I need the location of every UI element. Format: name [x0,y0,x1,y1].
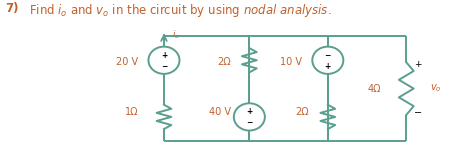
Ellipse shape [312,47,343,74]
Text: +: + [414,60,422,69]
Text: 7): 7) [6,2,19,15]
Text: $i_o$: $i_o$ [172,28,180,41]
Text: −: − [246,119,252,128]
Text: $v_o$: $v_o$ [430,83,442,95]
Text: +: + [325,62,331,71]
Text: Find $i_o$ and $v_o$ in the circuit by using $\mathit{nodal\ analysis}$.: Find $i_o$ and $v_o$ in the circuit by u… [29,2,332,19]
Ellipse shape [148,47,179,74]
Text: −: − [325,51,331,60]
Text: 2Ω: 2Ω [296,107,309,117]
Text: 20 V: 20 V [116,57,138,67]
Text: −: − [414,108,422,118]
Text: 10 V: 10 V [280,57,302,67]
Text: 1Ω: 1Ω [125,107,138,117]
Text: +: + [246,107,252,116]
Text: 2Ω: 2Ω [217,57,231,67]
Text: 40 V: 40 V [209,107,231,117]
Ellipse shape [234,103,265,131]
Text: 4Ω: 4Ω [367,84,381,94]
Text: +: + [161,51,167,60]
Text: −: − [161,62,167,71]
